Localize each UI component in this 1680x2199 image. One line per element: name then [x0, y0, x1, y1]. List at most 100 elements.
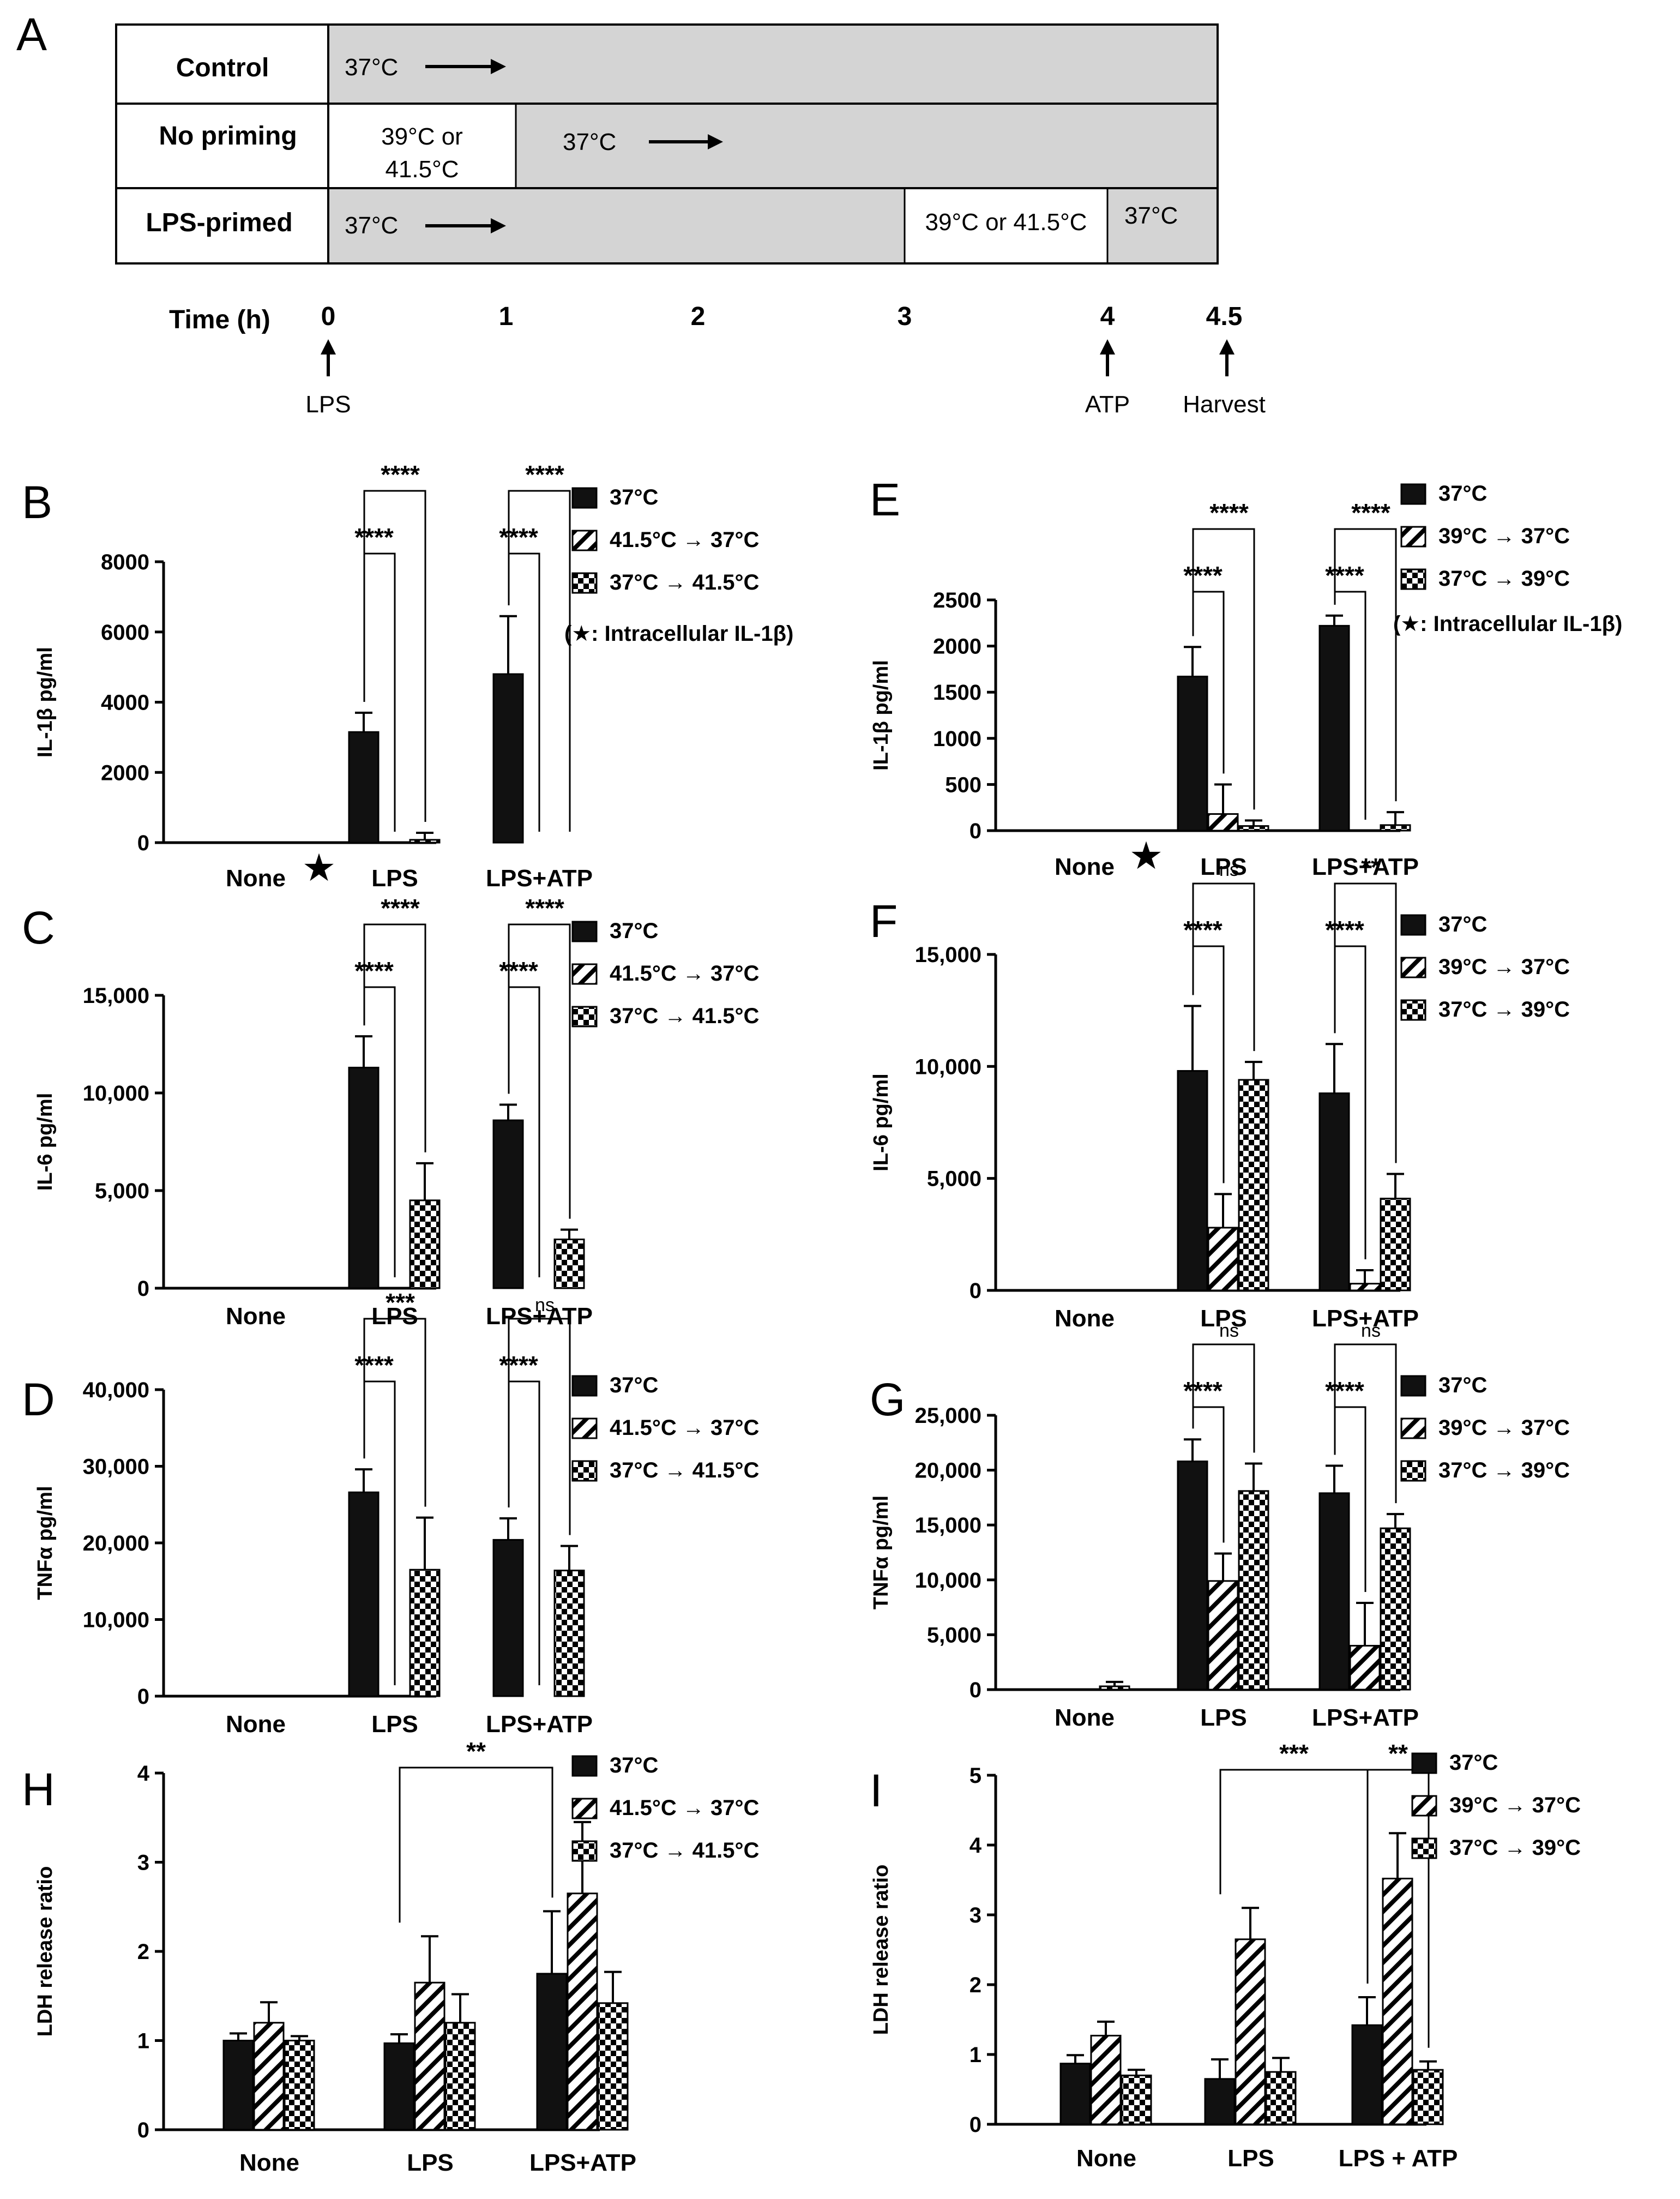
legend-note: (★: Intracellular IL-1β) [1393, 612, 1622, 636]
legend-swatch [1400, 957, 1426, 978]
bar [1207, 1227, 1239, 1291]
category-label: LPS+ATP [486, 865, 593, 892]
time-tick: 3 [898, 302, 912, 331]
y-tick-label: 0 [970, 1279, 981, 1303]
y-tick-label: 4000 [101, 691, 149, 715]
y-tick-label: 2000 [933, 635, 981, 659]
y-tick-label: 0 [137, 2118, 149, 2142]
y-axis-label: TNFα pg/ml [34, 1486, 57, 1600]
bar [1380, 1198, 1411, 1291]
y-tick-label: 0 [137, 831, 149, 855]
y-tick-label: 0 [137, 1685, 149, 1709]
legend-swatch [571, 1375, 598, 1397]
y-tick-label: 1500 [933, 681, 981, 705]
y-tick-label: 20,000 [83, 1531, 149, 1555]
legend-swatch [1400, 1375, 1426, 1397]
y-tick-label: 5,000 [927, 1167, 981, 1191]
bar [536, 1973, 568, 2131]
y-tick-label: 10,000 [915, 1569, 981, 1593]
category-label: LPS [371, 865, 418, 892]
y-tick-label: 1 [970, 2043, 981, 2067]
legend-label: 39°C → 37°C [1438, 524, 1570, 548]
panel-label: I [870, 1765, 882, 1816]
significance-label: ** [1361, 853, 1381, 881]
bar [409, 1199, 441, 1289]
significance-label: **** [1325, 1377, 1364, 1405]
legend-swatch [1400, 483, 1426, 505]
y-axis-label: IL-1β pg/ml [34, 647, 57, 758]
bar [1099, 1685, 1130, 1691]
legend-label: 41.5°C → 37°C [610, 528, 759, 552]
y-tick-label: 5,000 [95, 1179, 149, 1203]
category-label: None [226, 1303, 286, 1330]
category-label: LPS [1200, 1704, 1247, 1731]
bar [1238, 825, 1269, 832]
time-tick: 2 [691, 302, 706, 331]
bar [222, 2040, 254, 2131]
significance-bracket [1192, 1343, 1255, 1453]
bar [1059, 2063, 1091, 2125]
row-lps-primed: LPS-primed [146, 208, 292, 237]
legend-label: 37°C → 41.5°C [610, 570, 759, 594]
y-tick-label: 40,000 [83, 1378, 149, 1402]
no-priming-heat-line1: 39°C or [381, 123, 463, 150]
significance-label: **** [381, 894, 420, 922]
y-tick-label: 4 [137, 1762, 150, 1786]
y-tick-label: 15,000 [915, 1513, 981, 1537]
legend-label: 37°C [1449, 1751, 1498, 1775]
bar [1177, 675, 1208, 832]
right-arrow-icon [425, 218, 506, 233]
y-tick-label: 10,000 [915, 1055, 981, 1079]
up-arrow-icon [321, 339, 336, 376]
legend-swatch [1400, 1417, 1426, 1439]
significance-label: **** [381, 460, 420, 489]
category-label: LPS [1227, 2145, 1274, 2172]
category-label: None [1076, 2145, 1136, 2172]
legend-swatch [1400, 526, 1426, 548]
legend-swatch [1411, 1752, 1437, 1774]
bar [1207, 813, 1239, 832]
bar [553, 1570, 585, 1697]
y-tick-label: 10,000 [83, 1608, 149, 1632]
significance-bracket [508, 490, 571, 832]
bar [1238, 1079, 1269, 1291]
significance-label: **** [354, 1351, 394, 1379]
legend-swatch [571, 921, 598, 942]
bar [1380, 824, 1411, 832]
legend-swatch [571, 1417, 598, 1439]
bar [1177, 1070, 1208, 1291]
significance-bracket [1192, 528, 1255, 810]
y-axis-label: IL-1β pg/ml [870, 660, 893, 771]
legend-swatch [1400, 568, 1426, 590]
lps-primed-bar-2 [1107, 188, 1217, 262]
significance-label: **** [499, 1351, 538, 1379]
panel-label: F [870, 896, 898, 947]
significance-label: ** [466, 1737, 486, 1765]
category-label: None [1055, 1305, 1115, 1332]
bar [414, 1981, 445, 2131]
category-label: LPS+ATP [1312, 1704, 1419, 1731]
y-tick-label: 0 [970, 2113, 981, 2137]
legend-label: 37°C [1438, 482, 1487, 506]
category-label: None [1055, 1704, 1115, 1731]
category-label: LPS+ATP [1312, 854, 1419, 880]
legend-swatch [571, 530, 598, 551]
bar [1265, 2071, 1297, 2125]
significance-bracket [508, 1318, 571, 1535]
y-tick-label: 1 [137, 2029, 149, 2053]
legend-label: 37°C → 39°C [1449, 1836, 1581, 1860]
bar [1349, 1283, 1381, 1291]
bar [444, 2022, 476, 2131]
bar [383, 2042, 415, 2131]
panel-label: B [22, 477, 52, 528]
chart-panel-e: E 0 500 1000 1500 2000 2500 IL-1β pg/ml None LPS L… [870, 474, 1622, 880]
category-label: LPS [407, 2149, 454, 2176]
y-tick-label: 25,000 [915, 1404, 981, 1428]
legend-swatch [1411, 1837, 1437, 1859]
y-tick-label: 30,000 [83, 1455, 149, 1479]
event-atp: ATP [1085, 391, 1130, 418]
bar [1351, 2024, 1383, 2125]
category-label: LPS + ATP [1339, 2145, 1458, 2172]
legend-note: (★: Intracellular IL-1β) [564, 622, 793, 646]
